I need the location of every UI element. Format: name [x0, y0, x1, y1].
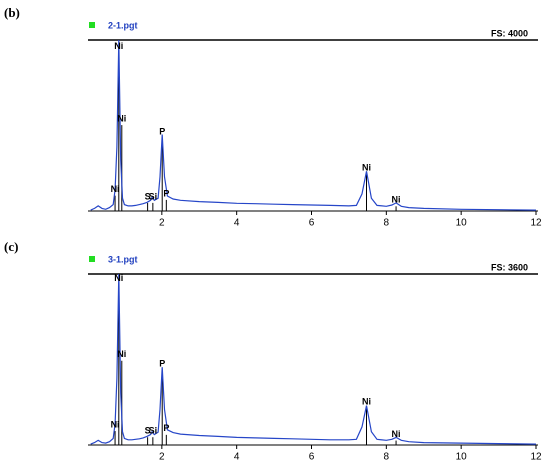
peak-label: Ni [362, 397, 371, 407]
x-tick-label: 6 [309, 218, 315, 229]
peak-label: Ni [114, 273, 123, 283]
x-tick-label: 6 [309, 452, 315, 463]
peak-label: P [159, 359, 165, 369]
x-tick-label: 2 [159, 452, 165, 463]
peak-label: Ni [117, 349, 126, 359]
file-name: 3-1.pgt [108, 254, 138, 264]
spectrum-line [90, 39, 537, 211]
peak-label: Ni [362, 163, 371, 173]
full-scale-label: FS: 3600 [491, 262, 528, 272]
peak-label: Ni [392, 429, 401, 439]
legend-swatch [89, 22, 95, 28]
peak-label: Si [149, 191, 158, 201]
x-tick-label: 8 [384, 452, 390, 463]
panel-label: (c) [4, 239, 18, 254]
file-name: 2-1.pgt [108, 20, 138, 30]
peak-label: P [163, 423, 169, 433]
x-tick-label: 8 [384, 218, 390, 229]
panel-label: (b) [4, 5, 20, 20]
peak-label: P [163, 188, 169, 198]
peak-label: S [145, 426, 151, 436]
peak-label: Ni [111, 184, 120, 194]
spectrum-line [90, 273, 537, 445]
peak-label: Ni [117, 113, 126, 123]
peak-label: Si [149, 426, 158, 436]
x-tick-label: 10 [456, 218, 468, 229]
x-tick-label: 12 [530, 452, 542, 463]
peak-label: Ni [392, 195, 401, 205]
x-tick-label: 4 [234, 452, 240, 463]
x-tick-label: 12 [530, 218, 542, 229]
peak-label: S [145, 191, 151, 201]
x-tick-label: 4 [234, 218, 240, 229]
x-tick-label: 10 [456, 452, 468, 463]
legend-swatch [89, 256, 95, 262]
peak-label: Ni [114, 41, 123, 51]
x-tick-label: 2 [159, 218, 165, 229]
full-scale-label: FS: 4000 [491, 28, 528, 38]
peak-label: P [159, 126, 165, 136]
peak-label: Ni [111, 419, 120, 429]
